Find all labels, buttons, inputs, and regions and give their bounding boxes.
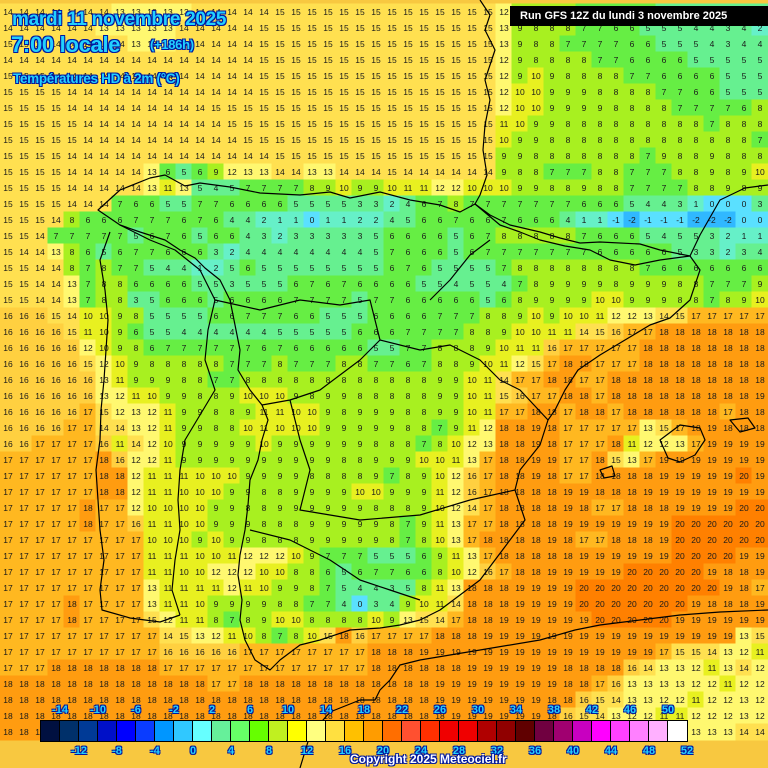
colorbar-swatch	[307, 721, 326, 741]
colorbar-swatch	[459, 721, 478, 741]
colorbar-tick-label: 44	[605, 745, 617, 757]
colorbar-tick-label: 36	[529, 745, 541, 757]
colorbar-tick-label: 14	[320, 704, 332, 716]
colorbar-swatch	[478, 721, 497, 741]
colorbar-swatch	[573, 721, 592, 741]
forecast-local-time: 7:00 locale	[11, 32, 120, 58]
colorbar-swatch	[440, 721, 459, 741]
colorbar-swatch	[60, 721, 79, 741]
colorbar-tick-label: 6	[247, 704, 253, 716]
colorbar-tick-label: 46	[624, 704, 636, 716]
colorbar-swatch	[269, 721, 288, 741]
colorbar-tick-label: 40	[567, 745, 579, 757]
colorbar-swatch	[535, 721, 554, 741]
forecast-date: mardi 11 novembre 2025	[12, 9, 226, 31]
colorbar-tick-label: 42	[586, 704, 598, 716]
colorbar-swatch	[668, 721, 687, 741]
colorbar-swatch	[79, 721, 98, 741]
colorbar-tick-label: -8	[112, 745, 122, 757]
temperature-color-field	[0, 0, 768, 768]
colorbar-tick-label: 0	[190, 745, 196, 757]
colorbar-swatch	[402, 721, 421, 741]
colorbar-swatch	[649, 721, 668, 741]
colorbar-tick-label: 26	[434, 704, 446, 716]
colorbar-tick-label: -12	[71, 745, 87, 757]
colorbar-swatch	[212, 721, 231, 741]
colorbar-tick-label: 4	[228, 745, 234, 757]
colorbar-swatch	[98, 721, 117, 741]
colorbar-tick-label: 8	[266, 745, 272, 757]
colorbar-tick-label: -10	[90, 704, 106, 716]
copyright-notice: Copyright 2025 Meteociel.fr	[350, 752, 507, 766]
colorbar-tick-label: -4	[150, 745, 160, 757]
colorbar-swatch	[117, 721, 136, 741]
colorbar-tick-label: 10	[282, 704, 294, 716]
colorbar-swatch	[421, 721, 440, 741]
colorbar-tick-label: 30	[472, 704, 484, 716]
colorbar-tick-label: 2	[209, 704, 215, 716]
temperature-colorbar	[40, 720, 688, 742]
colorbar-tick-label: 52	[681, 745, 693, 757]
colorbar-swatch	[231, 721, 250, 741]
colorbar-swatch	[554, 721, 573, 741]
colorbar-swatch	[383, 721, 402, 741]
colorbar-tick-label: 18	[358, 704, 370, 716]
colorbar-tick-label: 34	[510, 704, 522, 716]
colorbar-swatch	[630, 721, 649, 741]
colorbar-swatch	[592, 721, 611, 741]
colorbar-swatch	[345, 721, 364, 741]
colorbar-swatch	[497, 721, 516, 741]
colorbar-swatch	[516, 721, 535, 741]
colorbar-tick-label: 12	[301, 745, 313, 757]
colorbar-swatch	[174, 721, 193, 741]
weather-map: 14 14 14 14 14 14 14 13 13 13 13 13 14 14 14 14 14 15 15 15…	[0, 0, 768, 768]
colorbar-swatch	[41, 721, 60, 741]
colorbar-tick-label: -6	[131, 704, 141, 716]
colorbar-tick-label: 38	[548, 704, 560, 716]
colorbar-swatch	[288, 721, 307, 741]
parameter-title: Températures HD à 2m (°C)	[13, 71, 179, 86]
colorbar-swatch	[364, 721, 383, 741]
colorbar-swatch	[250, 721, 269, 741]
colorbar-swatch	[611, 721, 630, 741]
colorbar-swatch	[136, 721, 155, 741]
colorbar-tick-label: 22	[396, 704, 408, 716]
colorbar-tick-label: 48	[643, 745, 655, 757]
colorbar-tick-label: -2	[169, 704, 179, 716]
colorbar-tick-label: -14	[52, 704, 68, 716]
colorbar-tick-label: 50	[662, 704, 674, 716]
forecast-lead-time: (+186h)	[150, 37, 194, 52]
model-run-label: Run GFS 12Z du lundi 3 novembre 2025	[510, 6, 768, 26]
colorbar-swatch	[155, 721, 174, 741]
colorbar-swatch	[326, 721, 345, 741]
colorbar-swatch	[193, 721, 212, 741]
